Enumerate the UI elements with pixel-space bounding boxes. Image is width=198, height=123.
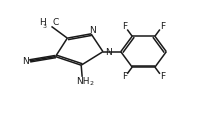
Text: F: F	[160, 22, 165, 31]
Text: F: F	[122, 22, 128, 31]
Text: N: N	[106, 48, 112, 57]
Text: 3: 3	[43, 24, 47, 29]
Text: F: F	[160, 72, 165, 81]
Text: N: N	[22, 57, 29, 66]
Text: F: F	[122, 72, 128, 81]
Text: C: C	[52, 18, 59, 27]
Text: N: N	[89, 26, 96, 35]
Text: NH: NH	[76, 77, 90, 86]
Text: H: H	[39, 18, 46, 27]
Text: 2: 2	[89, 81, 93, 86]
